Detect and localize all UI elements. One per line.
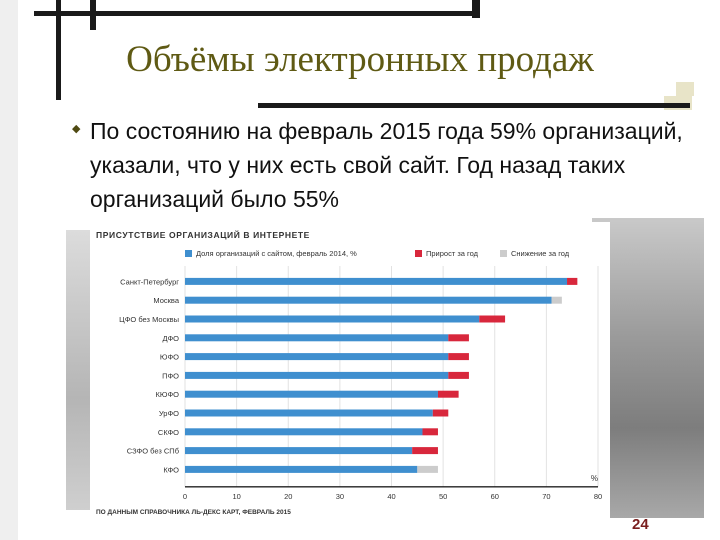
chart-svg: ПРИСУТСТВИЕ ОРГАНИЗАЦИЙ В ИНТЕРНЕТЕ Доля … bbox=[90, 222, 610, 522]
title-underline-bar bbox=[258, 103, 690, 108]
decor-square bbox=[472, 0, 480, 18]
category-label: ПФО bbox=[162, 371, 179, 380]
bar-share bbox=[185, 353, 449, 361]
tick-label: 30 bbox=[336, 492, 344, 501]
bar-growth bbox=[437, 390, 459, 398]
legend-swatch-1 bbox=[415, 250, 422, 257]
tick-label: 0 bbox=[183, 492, 187, 501]
bar-share bbox=[185, 390, 438, 398]
bar-growth bbox=[448, 353, 469, 361]
category-label: СКФО bbox=[158, 428, 179, 437]
bar-share bbox=[185, 371, 449, 379]
tick-label: 20 bbox=[284, 492, 292, 501]
chart-title: ПРИСУТСТВИЕ ОРГАНИЗАЦИЙ В ИНТЕРНЕТЕ bbox=[96, 229, 310, 240]
legend-label-1: Прирост за год bbox=[426, 249, 479, 258]
page-number: 24 bbox=[632, 516, 649, 533]
bar-growth bbox=[448, 334, 469, 342]
bar-decline bbox=[551, 296, 562, 304]
bullet-icon: ◆ bbox=[72, 123, 81, 135]
x-axis-label: % bbox=[591, 474, 598, 483]
legend-label-0: Доля организаций с сайтом, февраль 2014,… bbox=[196, 249, 357, 258]
bar-share bbox=[185, 447, 413, 455]
tick-label: 50 bbox=[439, 492, 447, 501]
bar-growth bbox=[432, 409, 449, 417]
bar-share bbox=[185, 409, 433, 417]
category-label: ЦФО без Москвы bbox=[119, 315, 179, 324]
bullet-text: По состоянию на февраль 2015 года 59% ор… bbox=[90, 118, 683, 212]
bar-growth bbox=[448, 371, 469, 379]
bar-share bbox=[185, 277, 568, 285]
bar-share bbox=[185, 428, 423, 436]
bar-growth bbox=[479, 315, 506, 323]
bar-share bbox=[185, 334, 449, 342]
bar-growth bbox=[422, 428, 438, 436]
background-photo bbox=[592, 218, 704, 518]
tick-label: 80 bbox=[594, 492, 602, 501]
category-label: КФО bbox=[163, 465, 179, 474]
category-label: ЮФО bbox=[160, 353, 179, 362]
bar-share bbox=[185, 465, 418, 473]
tick-label: 10 bbox=[232, 492, 240, 501]
vertical-decor-bar-2 bbox=[90, 0, 96, 30]
left-decor-bar bbox=[0, 0, 18, 540]
legend-swatch-2 bbox=[500, 250, 507, 257]
category-label: ДФО bbox=[163, 334, 180, 343]
chart-source: ПО ДАННЫМ СПРАВОЧНИКА ЛЬ-ДЕКС КАРТ, ФЕВР… bbox=[96, 509, 291, 516]
bar-share bbox=[185, 315, 480, 323]
bar-growth bbox=[412, 447, 438, 455]
tick-label: 70 bbox=[542, 492, 550, 501]
tick-label: 60 bbox=[491, 492, 499, 501]
category-label: КЮФО bbox=[156, 390, 180, 399]
slide-title: Объёмы электронных продаж bbox=[126, 39, 594, 80]
decor-square-3 bbox=[676, 82, 694, 96]
bar-growth bbox=[567, 277, 578, 285]
bar-decline bbox=[417, 465, 438, 473]
category-label: УрФО bbox=[159, 409, 179, 418]
chart: ПРИСУТСТВИЕ ОРГАНИЗАЦИЙ В ИНТЕРНЕТЕ Доля … bbox=[90, 222, 610, 527]
vertical-decor-bar bbox=[56, 0, 61, 100]
category-label: Москва bbox=[153, 296, 179, 305]
category-label: СЗФО без СПб bbox=[127, 447, 179, 456]
bar-share bbox=[185, 296, 552, 304]
legend-swatch-0 bbox=[185, 250, 192, 257]
top-decor-bar bbox=[34, 11, 480, 16]
tick-label: 40 bbox=[387, 492, 395, 501]
category-label: Санкт-Петербург bbox=[120, 277, 179, 286]
legend-label-2: Снижение за год bbox=[511, 249, 570, 258]
